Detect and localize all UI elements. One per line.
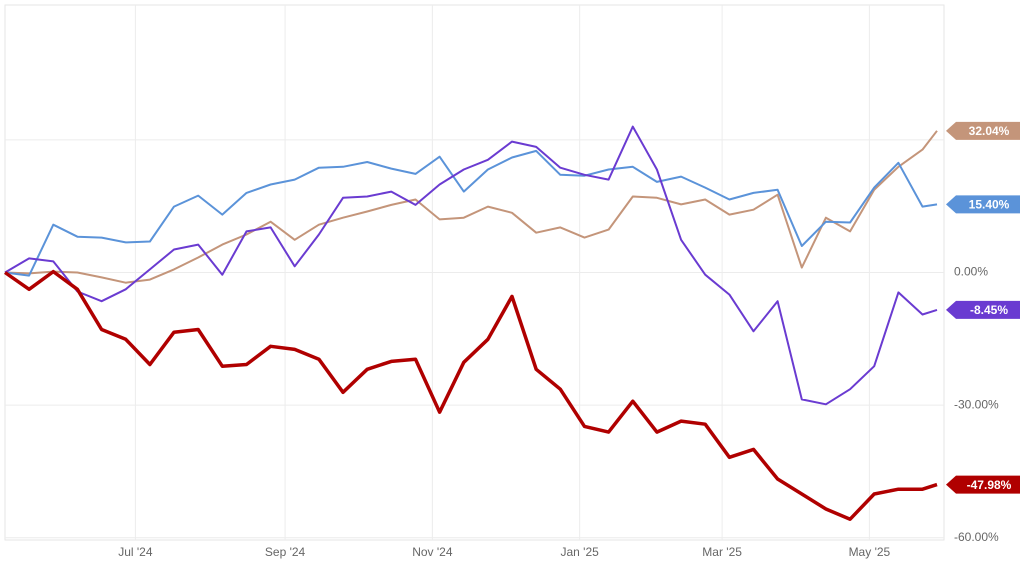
end-value-tag-bg [946,300,1020,319]
series-line [3,269,938,521]
end-value-tag: 15.40% [946,195,1020,214]
end-value-tag: -8.45% [946,300,1020,319]
end-value-text: 15.40% [969,198,1010,212]
series-line [4,149,938,277]
x-tick-label: Jan '25 [560,545,599,559]
y-tick-label: 0.00% [954,265,988,279]
x-tick-label: Mar '25 [702,545,742,559]
end-value-tag: -47.98% [946,475,1020,494]
end-value-tag-bg [946,121,1020,140]
y-axis: 0.00% -30.00% -60.00% [954,265,999,544]
y-tick-label: -30.00% [954,397,999,411]
x-tick-label: Jul '24 [118,545,153,559]
grid [4,4,945,541]
end-value-labels: 32.04% 15.40% -8.45% -47.98% [946,121,1020,494]
x-tick-label: May '25 [849,545,891,559]
end-value-tag: 32.04% [946,121,1020,140]
x-tick-label: Nov '24 [412,545,453,559]
end-value-text: 32.04% [969,124,1010,138]
series-lines [3,125,938,521]
series-line [4,130,938,284]
end-value-text: -47.98% [967,478,1012,492]
y-tick-label: -60.00% [954,530,999,544]
end-value-tag-bg [946,195,1020,214]
end-value-tag-bg [946,475,1020,494]
series-line [4,125,938,406]
end-value-text: -8.45% [970,303,1008,317]
x-axis: Jul '24 Sep '24 Nov '24 Jan '25 Mar '25 May '… [118,545,890,559]
x-tick-label: Sep '24 [265,545,306,559]
